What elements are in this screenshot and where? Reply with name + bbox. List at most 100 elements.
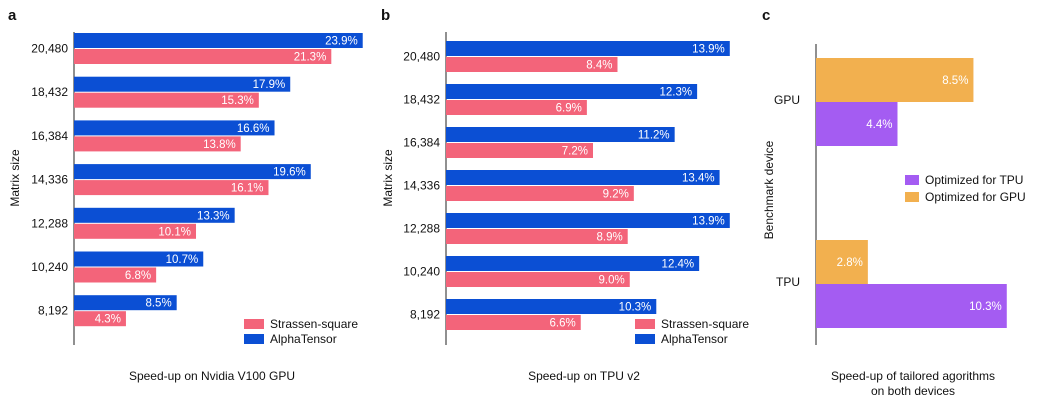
bar-label-b-alphatensor-4: 13.9%	[692, 216, 725, 228]
category-label-b-3: 14,336	[403, 179, 440, 193]
bar-b-alphatensor-3	[446, 170, 720, 185]
bar-label-a-strassen-6: 4.3%	[95, 314, 121, 326]
category-label-a-6: 8,192	[38, 304, 68, 318]
legend-swatch-c-1	[905, 192, 919, 202]
legend-swatch-a-0	[244, 319, 264, 329]
bar-b-strassen-0	[446, 57, 618, 72]
bar-b-strassen-4	[446, 229, 628, 244]
bar-c-optimized_gpu-0	[816, 58, 974, 102]
legend-label-c-1: Optimized for GPU	[925, 190, 1026, 204]
x-axis-title-c-line1: Speed-up of tailored agorithms	[831, 369, 995, 383]
category-label-b-6: 8,192	[410, 308, 440, 322]
bar-label-a-alphatensor-5: 10.7%	[166, 254, 199, 266]
bar-b-strassen-5	[446, 272, 630, 287]
bar-b-alphatensor-6	[446, 299, 657, 314]
bar-label-c-optimized_gpu-0: 8.5%	[942, 75, 968, 87]
bar-label-a-alphatensor-1: 17.9%	[253, 79, 286, 91]
x-axis-title-b: Speed-up on TPU v2	[528, 369, 640, 383]
bar-b-strassen-6	[446, 315, 581, 330]
bar-label-a-strassen-0: 21.3%	[294, 52, 327, 64]
bar-b-alphatensor-5	[446, 256, 700, 271]
bar-b-alphatensor-4	[446, 213, 730, 228]
category-label-a-5: 10,240	[31, 260, 68, 274]
x-axis-title-c-line2: on both devices	[871, 384, 955, 398]
category-label-a-1: 18,432	[31, 85, 68, 99]
legend-label-c-0: Optimized for TPU	[925, 173, 1023, 187]
legend-swatch-b-1	[635, 334, 655, 344]
y-axis-title-c: Benchmark device	[762, 140, 776, 239]
bar-label-a-alphatensor-0: 23.9%	[325, 36, 358, 48]
bar-c-optimized_tpu-1	[816, 284, 1007, 328]
bar-label-b-strassen-5: 9.0%	[599, 275, 625, 287]
legend-label-b-1: AlphaTensor	[661, 332, 728, 346]
bar-a-alphatensor-3	[74, 164, 311, 180]
panel-a: a Matrix size Speed-up on Nvidia V100 GP…	[8, 7, 363, 383]
bar-a-strassen-0	[74, 49, 332, 64]
bar-label-b-alphatensor-2: 11.2%	[638, 130, 670, 142]
bar-b-strassen-3	[446, 186, 634, 201]
bar-label-b-alphatensor-1: 12.3%	[660, 87, 693, 99]
bar-a-alphatensor-1	[74, 76, 291, 92]
legend-swatch-b-0	[635, 319, 655, 329]
category-label-b-0: 20,480	[403, 50, 440, 64]
bar-b-alphatensor-2	[446, 127, 675, 142]
y-axis-title-a: Matrix size	[8, 149, 22, 207]
bar-label-a-alphatensor-6: 8.5%	[145, 298, 171, 310]
bar-label-a-alphatensor-2: 16.6%	[237, 123, 270, 135]
category-label-c-0: GPU	[774, 93, 800, 107]
bar-a-strassen-6	[74, 311, 126, 327]
bar-a-alphatensor-0	[74, 33, 363, 48]
bar-a-alphatensor-2	[74, 120, 275, 136]
bar-label-a-strassen-1: 15.3%	[221, 95, 254, 107]
bar-label-b-strassen-0: 8.4%	[586, 60, 612, 72]
bar-label-a-alphatensor-3: 19.6%	[273, 167, 306, 179]
category-label-b-2: 16,384	[403, 136, 440, 150]
category-label-a-2: 16,384	[31, 129, 68, 143]
bar-a-strassen-3	[74, 180, 269, 196]
bar-label-b-strassen-3: 9.2%	[603, 189, 629, 201]
bar-label-a-strassen-5: 6.8%	[125, 270, 151, 282]
legend-label-b-0: Strassen-square	[661, 317, 749, 331]
y-axis-title-b: Matrix size	[381, 149, 395, 207]
bar-a-strassen-2	[74, 136, 241, 152]
category-label-a-4: 12,288	[31, 216, 68, 230]
bar-label-b-alphatensor-6: 10.3%	[619, 302, 652, 314]
bar-a-strassen-4	[74, 223, 197, 239]
category-label-a-0: 20,480	[31, 42, 68, 56]
bar-label-b-strassen-6: 6.6%	[550, 318, 576, 330]
category-label-c-1: TPU	[776, 275, 800, 289]
bar-label-b-alphatensor-5: 12.4%	[662, 259, 695, 271]
bar-label-a-strassen-3: 16.1%	[231, 183, 264, 195]
bar-c-optimized_tpu-0	[816, 102, 898, 146]
bar-label-a-strassen-4: 10.1%	[158, 226, 191, 238]
bar-b-alphatensor-1	[446, 84, 698, 99]
bar-a-alphatensor-4	[74, 207, 235, 223]
bar-label-a-strassen-2: 13.8%	[203, 139, 236, 151]
panel-b: b Matrix size Speed-up on TPU v2 20,480 1…	[381, 7, 749, 383]
bar-a-alphatensor-6	[74, 295, 177, 311]
bar-label-c-optimized_gpu-1: 2.8%	[837, 257, 863, 269]
bar-a-strassen-1	[74, 92, 259, 108]
category-label-a-3: 14,336	[31, 173, 68, 187]
bar-label-b-alphatensor-3: 13.4%	[682, 173, 715, 185]
x-axis-title-a: Speed-up on Nvidia V100 GPU	[129, 369, 295, 383]
category-label-b-4: 12,288	[403, 222, 440, 236]
legend-swatch-a-1	[244, 334, 264, 344]
bar-label-b-alphatensor-0: 13.9%	[692, 44, 725, 56]
bar-label-c-optimized_tpu-0: 4.4%	[866, 119, 892, 131]
bar-label-b-strassen-4: 8.9%	[596, 232, 622, 244]
bar-b-strassen-2	[446, 143, 593, 158]
bar-a-strassen-5	[74, 267, 157, 283]
bar-c-optimized_gpu-1	[816, 240, 868, 284]
bar-a-alphatensor-5	[74, 251, 204, 267]
category-label-b-5: 10,240	[403, 265, 440, 279]
legend-label-a-1: AlphaTensor	[270, 332, 337, 346]
bar-b-strassen-1	[446, 100, 587, 115]
bar-label-b-strassen-1: 6.9%	[556, 103, 582, 115]
bar-b-alphatensor-0	[446, 41, 730, 56]
legend-swatch-c-0	[905, 175, 919, 185]
panel-letter-b: b	[381, 7, 390, 24]
panel-c: c Benchmark device Speed-up of tailored …	[762, 7, 1026, 398]
category-label-b-1: 18,432	[403, 93, 440, 107]
